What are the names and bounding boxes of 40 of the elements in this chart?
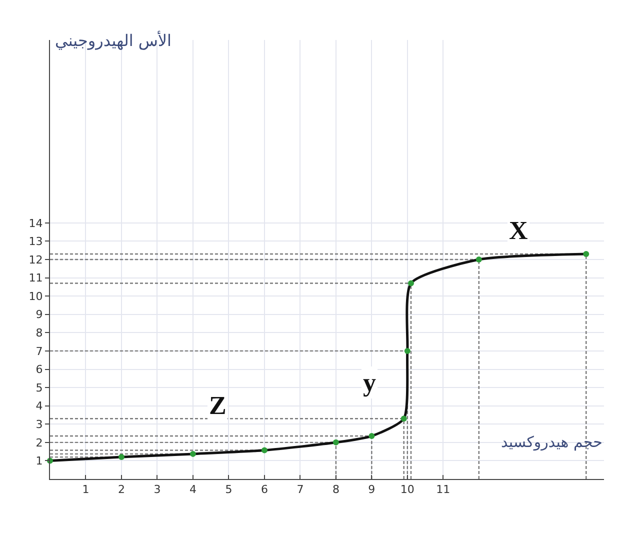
x-tick-label: 8 — [332, 483, 340, 496]
y-tick-label: 4 — [36, 400, 43, 413]
y-tick-label: 2 — [36, 436, 43, 450]
point — [400, 416, 407, 422]
y-tick-label: 10 — [28, 290, 43, 303]
x-tick-label: 3 — [154, 483, 161, 496]
y-tick-label: 12 — [28, 253, 43, 266]
x-axis-title: حجم هيدروكسيد — [501, 433, 602, 451]
y-axis-title: الأس الهيدروجيني — [55, 30, 172, 50]
x-tick-label: 11 — [436, 483, 450, 496]
y-tick-label: 1 — [36, 454, 43, 468]
y-tick-label: 6 — [36, 363, 43, 376]
x-tick-label: 1 — [82, 483, 90, 496]
y-tick-label: 14 — [28, 216, 43, 230]
annotation: X — [509, 216, 528, 245]
x-tick-label: 5 — [225, 483, 232, 496]
point — [368, 433, 375, 440]
point — [408, 280, 414, 286]
y-tick-label: 13 — [28, 235, 43, 248]
point — [476, 256, 482, 262]
point — [118, 454, 124, 460]
annotation: Z — [209, 391, 226, 420]
x-tick-label: 2 — [118, 483, 125, 496]
point — [190, 450, 196, 457]
point — [261, 447, 268, 454]
x-tick-label: 6 — [260, 483, 268, 496]
annotation: y — [363, 368, 376, 397]
y-tick-label: 11 — [28, 272, 43, 285]
x-tick-label: 7 — [296, 483, 304, 496]
y-tick-label: 8 — [36, 326, 43, 340]
point — [583, 251, 590, 258]
y-tick-label: 9 — [36, 308, 43, 322]
y-tick-label: 7 — [36, 344, 43, 358]
x-tick-label: 9 — [368, 483, 376, 496]
point — [404, 348, 410, 354]
x-tick-label: 10 — [400, 483, 414, 496]
point — [332, 439, 339, 446]
y-tick-label: 5 — [36, 381, 43, 394]
y-tick-label: 3 — [36, 418, 43, 431]
x-tick-label: 4 — [189, 483, 196, 496]
